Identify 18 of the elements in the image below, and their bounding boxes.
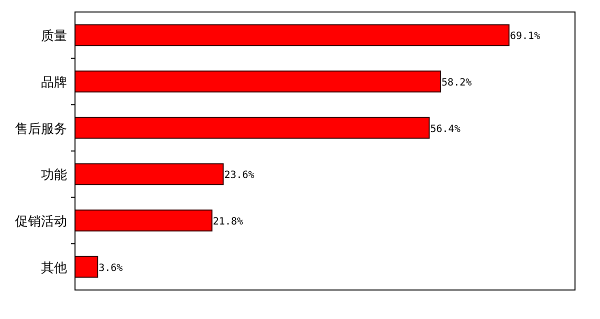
bar xyxy=(74,163,224,186)
bar xyxy=(74,210,212,232)
data-label: 23.6% xyxy=(224,170,254,182)
data-label: 56.4% xyxy=(430,124,460,135)
y-tick-label: 质量 xyxy=(41,29,67,44)
data-label: 69.1% xyxy=(510,31,540,42)
data-label: 58.2% xyxy=(442,78,472,88)
data-label: 21.8% xyxy=(212,216,244,228)
bar xyxy=(74,24,510,46)
y-tick-label: 功能 xyxy=(41,168,67,184)
y-tick-label: 其他 xyxy=(41,260,67,276)
bar xyxy=(74,256,98,278)
y-tick-label: 售后服务 xyxy=(15,122,67,137)
bar xyxy=(74,70,442,92)
y-tick-label: 品牌 xyxy=(41,76,67,90)
data-label: 3.6% xyxy=(98,262,123,274)
bar xyxy=(74,116,430,139)
y-tick-label: 促销活动 xyxy=(15,214,67,230)
